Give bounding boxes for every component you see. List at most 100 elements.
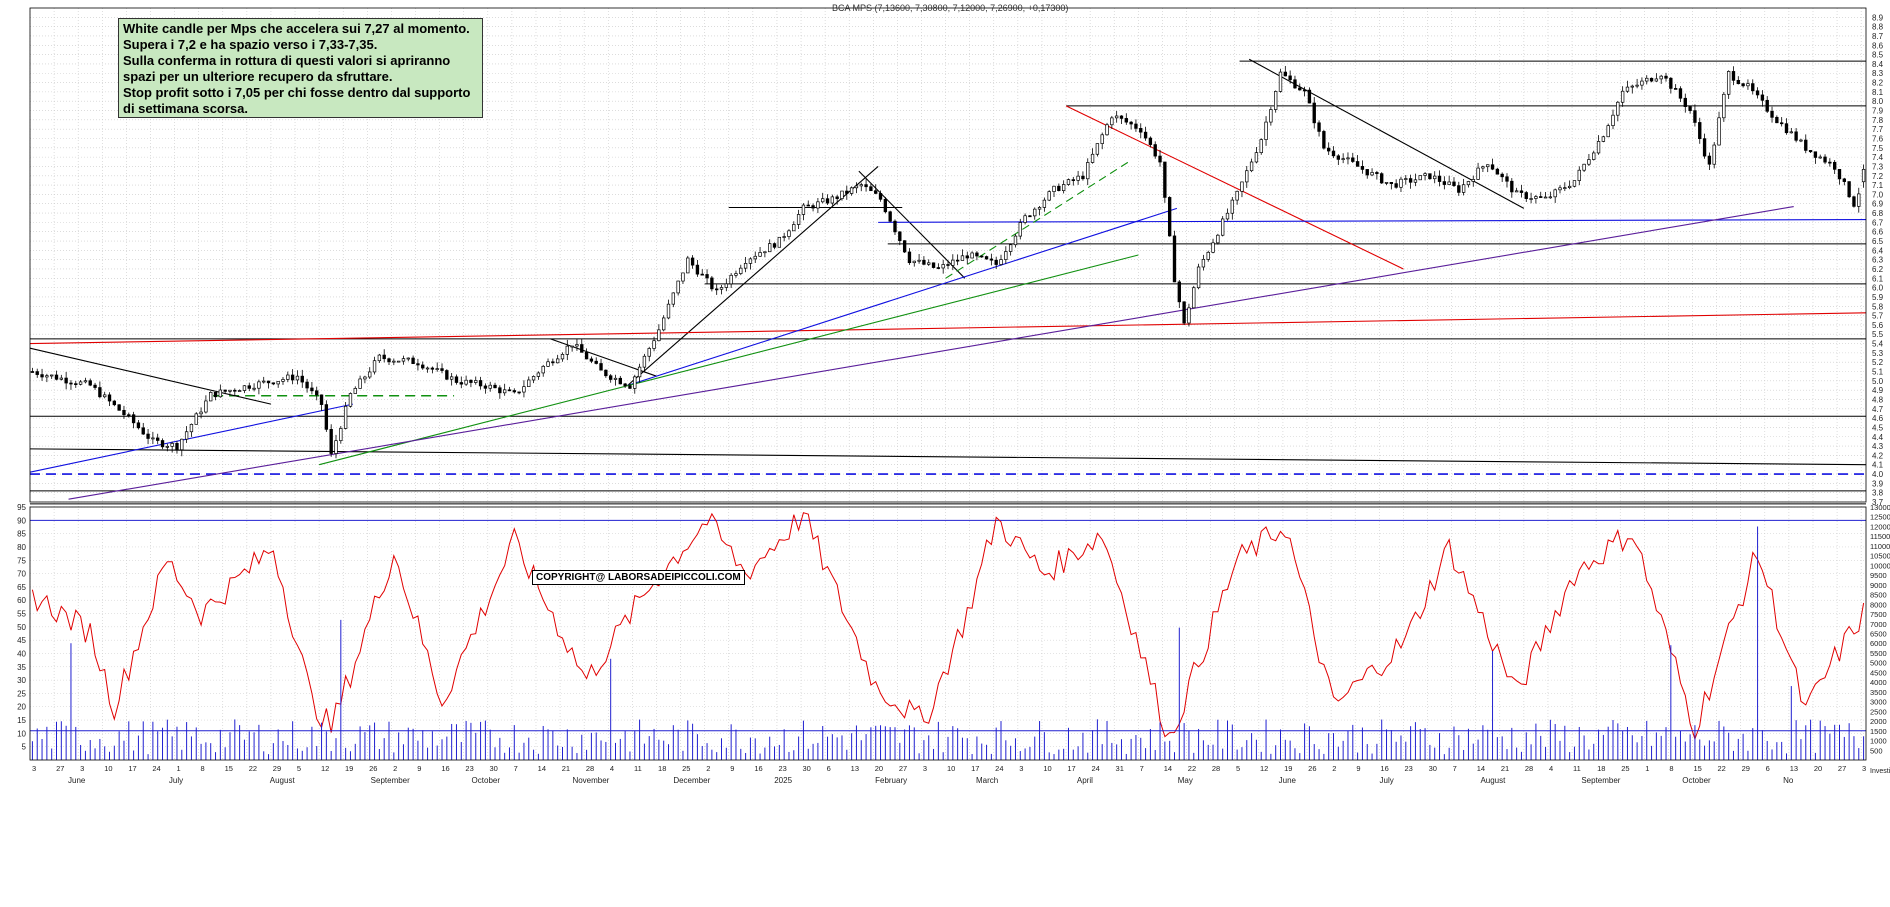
candle-body <box>1322 131 1326 149</box>
candle-body <box>1505 176 1509 182</box>
candle-body <box>1298 87 1302 91</box>
price-tick-label: 8.6 <box>1872 41 1884 50</box>
date-tick-label: 12 <box>1260 764 1268 773</box>
candle-body <box>710 277 714 290</box>
date-tick-label: 2 <box>393 764 397 773</box>
candle-body <box>628 385 632 389</box>
candle-body <box>1042 199 1047 208</box>
candle-body <box>878 193 883 200</box>
volume-layer <box>30 526 1866 760</box>
candle-body <box>478 380 483 387</box>
date-tick-label: 10 <box>104 764 112 773</box>
candle-body <box>1317 122 1321 132</box>
candle-body <box>1433 175 1437 180</box>
candle-body <box>435 368 439 370</box>
price-tick-label: 6.3 <box>1872 256 1884 265</box>
price-tick-label: 6.4 <box>1872 246 1884 255</box>
candle-body <box>151 437 155 440</box>
candle-body <box>999 259 1003 265</box>
month-label: February <box>875 776 907 785</box>
candle-body <box>575 344 579 347</box>
note-line: di settimana scorsa. <box>123 101 248 116</box>
candle-body <box>1572 180 1577 187</box>
candle-body <box>816 201 820 209</box>
candle-body <box>50 374 54 377</box>
candle-body <box>1664 75 1668 79</box>
candle-body <box>830 196 835 204</box>
candle-body <box>353 388 357 394</box>
candle-body <box>64 377 68 384</box>
candle-body <box>305 381 309 389</box>
date-tick-label: 18 <box>658 764 666 773</box>
candle-body <box>922 259 926 265</box>
candle-body <box>329 429 333 454</box>
candle-body <box>657 329 661 342</box>
candle-body <box>984 256 989 260</box>
candle-body <box>1341 158 1345 160</box>
candle-body <box>1076 175 1080 181</box>
candle-body <box>1833 161 1837 170</box>
candle-body <box>1428 173 1432 180</box>
price-tick-label: 8.8 <box>1872 23 1884 32</box>
date-tick-label: 29 <box>273 764 281 773</box>
candle-body <box>290 374 295 381</box>
price-tick-label: 3.8 <box>1872 489 1884 498</box>
candle-body <box>1630 85 1634 88</box>
candle-body <box>237 390 242 392</box>
price-tick-label: 7.3 <box>1872 162 1884 171</box>
price-tick-label: 7.4 <box>1872 153 1884 162</box>
candle-body <box>599 363 603 371</box>
candle-body <box>1061 184 1066 191</box>
oscillator-tick-label: 85 <box>17 530 26 539</box>
candle-body <box>1616 101 1620 116</box>
oscillator-tick-label: 35 <box>17 663 26 672</box>
candle-body <box>339 428 343 442</box>
date-tick-label: 14 <box>538 764 546 773</box>
price-tick-label: 8.4 <box>1872 60 1884 69</box>
oscillator-tick-label: 70 <box>17 570 26 579</box>
candle-body <box>936 267 941 269</box>
candle-body <box>1808 150 1813 153</box>
candle-body <box>1360 166 1365 170</box>
candle-body <box>1765 99 1769 112</box>
candle-body <box>459 382 463 385</box>
oscillator-tick-label: 5 <box>22 743 27 752</box>
candle-body <box>1726 71 1731 95</box>
candle-body <box>1799 139 1803 142</box>
candle-body <box>59 377 63 380</box>
date-tick-label: 21 <box>562 764 570 773</box>
date-tick-label: 22 <box>249 764 257 773</box>
date-tick-label: 27 <box>56 764 64 773</box>
price-tick-label: 4.2 <box>1872 451 1884 460</box>
candle-body <box>1775 116 1779 124</box>
candle-body <box>763 251 767 254</box>
oscillator-tick-label: 50 <box>17 623 26 632</box>
candle-body <box>1452 181 1456 186</box>
candle-body <box>902 240 907 253</box>
candle-body <box>184 431 189 440</box>
trendline <box>945 161 1130 279</box>
date-tick-label: 6 <box>827 764 831 773</box>
date-tick-label: 5 <box>297 764 301 773</box>
candle-body <box>45 375 49 378</box>
trendline <box>1065 105 1404 270</box>
candle-body <box>768 243 772 253</box>
candle-body <box>555 358 560 364</box>
candle-body <box>1278 71 1283 92</box>
candle-body <box>1828 161 1832 164</box>
price-tick-label: 7.1 <box>1872 181 1884 190</box>
note-line: Stop profit sotto i 7,05 per chi fosse d… <box>123 85 471 100</box>
candle-body <box>811 205 815 209</box>
candle-body <box>825 198 830 204</box>
date-tick-label: 27 <box>899 764 907 773</box>
candle-body <box>1620 90 1625 103</box>
candle-body <box>1134 123 1138 129</box>
price-tick-label: 6.0 <box>1872 284 1884 293</box>
candle-body <box>286 374 290 380</box>
candle-body <box>416 363 420 366</box>
oscillator-tick-label: 75 <box>17 556 26 565</box>
month-label: December <box>673 776 710 785</box>
candle-body <box>401 358 406 362</box>
